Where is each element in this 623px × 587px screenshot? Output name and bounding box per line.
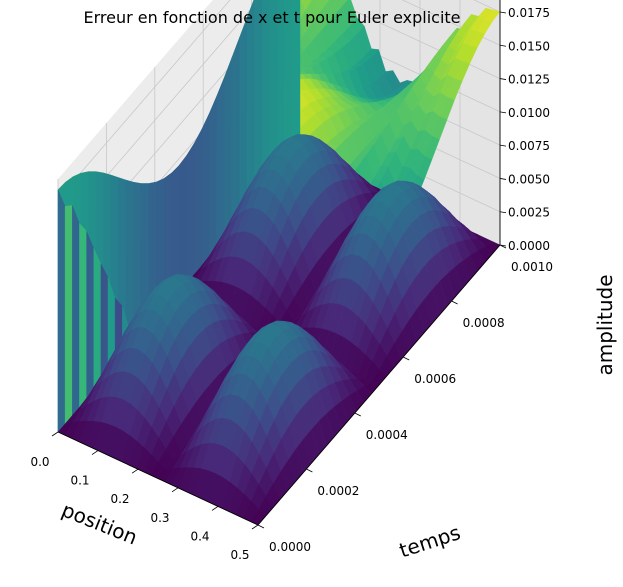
z-tick-label: 0.0075 <box>508 139 550 153</box>
y-tick-label: 0.0000 <box>269 540 311 554</box>
x-axis-line <box>57 431 259 526</box>
z-grid-line <box>57 0 501 266</box>
y-tick-mark <box>403 356 410 361</box>
x-tick-mark <box>131 468 139 474</box>
x-tick-label: 0.4 <box>190 529 209 543</box>
y-tick-label: 0.0004 <box>366 428 408 442</box>
error-surface <box>57 0 501 526</box>
z-tick-mark <box>499 44 507 47</box>
z-tick-mark <box>499 244 507 247</box>
z-tick-mark <box>499 11 507 14</box>
z-axis-label: amplitude <box>593 274 617 375</box>
lower-surface <box>57 134 501 526</box>
curtain-strip <box>57 189 66 436</box>
z-tick-label: 0.0175 <box>508 6 550 20</box>
z-grid-line <box>57 0 501 200</box>
z-tick-label: 0.0125 <box>508 73 550 87</box>
curtain-strip <box>201 113 210 267</box>
x-tick-mark <box>91 450 99 455</box>
curtain-strip <box>193 129 202 276</box>
z-tick-mark <box>499 144 507 147</box>
x-tick-label: 0.0 <box>30 455 49 469</box>
x-tick-mark <box>171 487 179 493</box>
y-axis-line <box>257 244 501 526</box>
y-tick-label: 0.0002 <box>317 484 359 498</box>
y-tick-label: 0.0008 <box>463 316 505 330</box>
x-tick-mark <box>211 506 219 511</box>
z-tick-label: 0.0150 <box>508 39 550 53</box>
curtain-strip <box>72 205 80 443</box>
y-tick-label: 0.0006 <box>414 372 456 386</box>
z-tick-label: 0.0000 <box>508 239 550 253</box>
y-tick-mark <box>451 300 458 305</box>
y-tick-mark <box>257 524 265 529</box>
y-axis-label: temps <box>396 520 463 562</box>
x-tick-mark <box>51 431 59 437</box>
chart-title: Erreur en fonction de x et t pour Euler … <box>83 8 460 27</box>
z-tick-label: 0.0025 <box>508 206 550 220</box>
z-grid-line <box>57 0 501 233</box>
tick-labels: 0.0 0.1 0.2 0.3 0.4 0.5 0.0000 0.0002 0.0004 0.00… <box>30 6 553 562</box>
z-tick-mark <box>499 111 507 114</box>
curtain-strip <box>186 142 195 284</box>
curtain-strip <box>178 155 187 293</box>
x-tick-label: 0.3 <box>150 511 169 525</box>
z-tick-mark <box>499 178 507 180</box>
x-tick-label: 0.1 <box>70 474 89 488</box>
curtain-strip <box>216 77 225 249</box>
curtain-strip <box>64 205 73 439</box>
z-tick-label: 0.0050 <box>508 172 550 186</box>
curtain-strip <box>231 37 240 232</box>
z-tick-mark <box>499 211 507 214</box>
y-tick-mark <box>306 468 313 473</box>
y-tick-mark <box>354 412 361 417</box>
z-tick-mark <box>499 78 507 80</box>
curtain-strip <box>224 57 233 241</box>
x-tick-mark <box>251 524 259 530</box>
x-tick-label: 0.2 <box>110 492 129 506</box>
x-tick-label: 0.5 <box>230 548 249 562</box>
z-tick-label: 0.0100 <box>508 106 550 120</box>
axis-lines <box>57 0 501 526</box>
y-tick-label: 0.0010 <box>511 260 553 274</box>
curtain-strip <box>209 95 218 258</box>
